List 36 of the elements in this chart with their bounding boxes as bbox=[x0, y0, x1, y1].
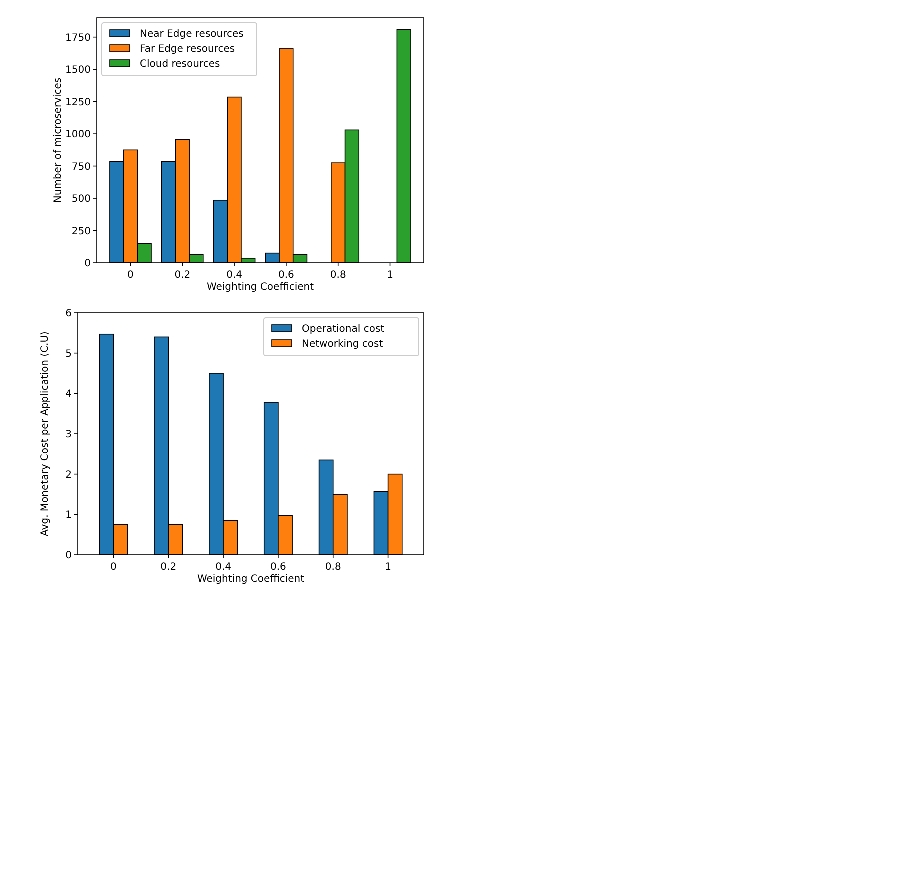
x-tick-label: 0.2 bbox=[160, 562, 177, 573]
x-tick-label: 0.6 bbox=[278, 270, 294, 281]
x-tick-label: 0.2 bbox=[174, 270, 191, 281]
y-tick-label: 1 bbox=[66, 510, 72, 522]
y-tick-label: 4 bbox=[66, 389, 72, 400]
legend-label: Operational cost bbox=[302, 324, 385, 335]
y-tick-label: 1750 bbox=[66, 32, 91, 44]
legend-label: Networking cost bbox=[302, 339, 384, 350]
legend-label: Far Edge resources bbox=[140, 44, 236, 55]
x-tick-label: 0.6 bbox=[270, 562, 286, 573]
y-tick-label: 750 bbox=[72, 162, 91, 173]
x-axis-title: Weighting Coefficient bbox=[197, 574, 305, 585]
y-tick-label: 1500 bbox=[66, 65, 91, 76]
y-axis-title: Avg. Monetary Cost per Application (C.U) bbox=[40, 331, 51, 536]
y-tick-label: 250 bbox=[72, 226, 91, 238]
y-tick-label: 500 bbox=[72, 194, 91, 206]
x-tick-label: 0.8 bbox=[325, 562, 342, 573]
x-tick-label: 0 bbox=[128, 270, 134, 281]
y-tick-label: 2 bbox=[66, 470, 72, 481]
legend-label: Cloud resources bbox=[140, 59, 220, 70]
x-tick-label: 0.8 bbox=[330, 270, 346, 281]
x-tick-label: 1 bbox=[387, 270, 394, 281]
x-tick-label: 0 bbox=[110, 562, 117, 573]
x-axis-title: Weighting Coefficient bbox=[206, 282, 314, 293]
y-tick-label: 3 bbox=[66, 430, 72, 440]
x-tick-label: 0.4 bbox=[216, 562, 232, 573]
x-tick-label: 0.4 bbox=[226, 270, 242, 281]
y-tick-label: 0 bbox=[84, 258, 91, 270]
y-tick-label: 5 bbox=[66, 348, 72, 360]
y-axis-title: Number of microservices bbox=[53, 78, 64, 204]
y-tick-label: 0 bbox=[66, 550, 72, 562]
y-tick-label: 1250 bbox=[66, 97, 91, 108]
x-tick-label: 1 bbox=[385, 562, 392, 573]
y-tick-label: 6 bbox=[66, 308, 72, 320]
legend-label: Near Edge resources bbox=[140, 29, 244, 40]
y-tick-label: 1000 bbox=[66, 130, 91, 141]
